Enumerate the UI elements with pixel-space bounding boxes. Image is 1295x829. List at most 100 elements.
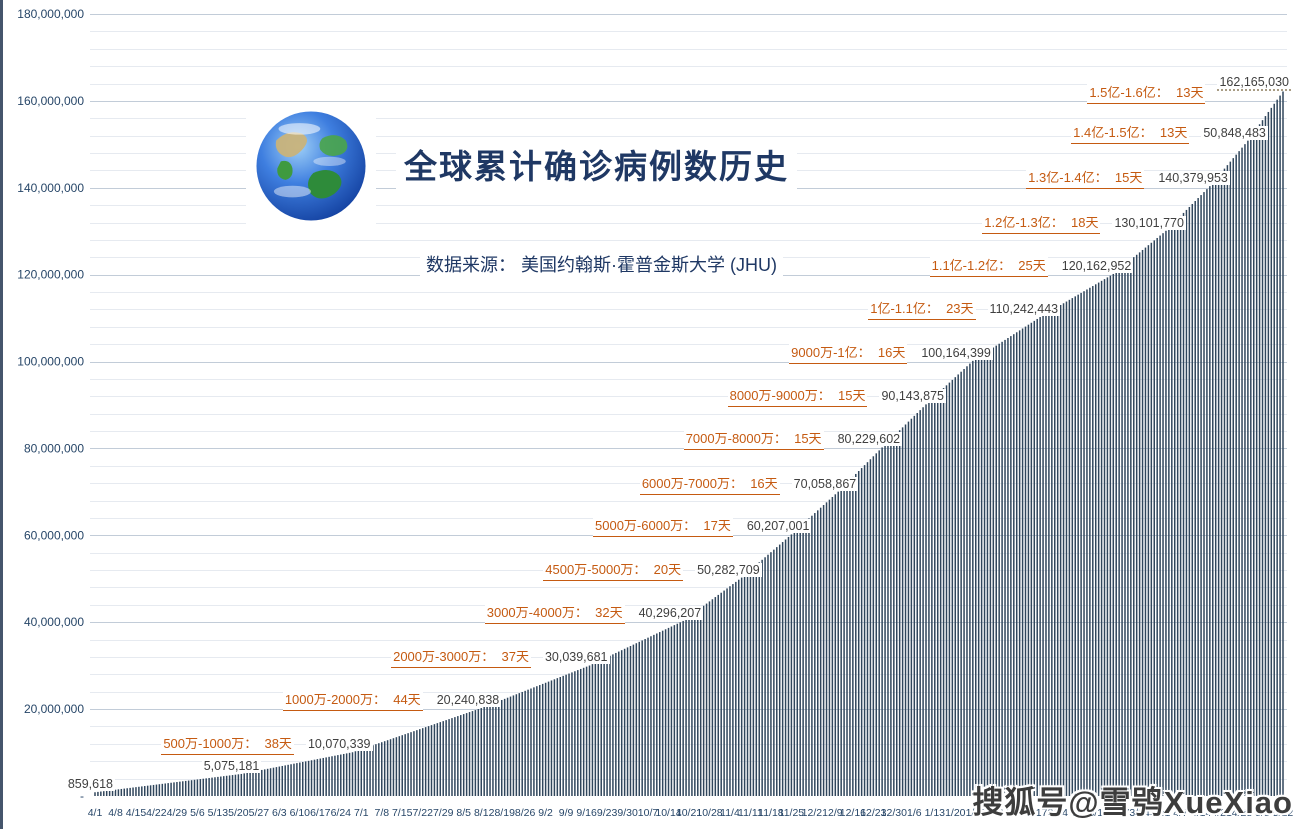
bar: [108, 790, 111, 796]
x-axis-tick-label: 5/12: [1273, 807, 1294, 819]
x-axis-tick-label: 8/5: [456, 807, 471, 819]
bar: [263, 769, 266, 796]
bar: [284, 765, 286, 796]
bar: [1223, 168, 1226, 796]
bar: [998, 343, 1000, 796]
bar: [565, 674, 567, 796]
bar: [495, 702, 497, 796]
bar: [255, 771, 257, 796]
bar: [1147, 245, 1150, 797]
bar: [609, 655, 611, 796]
bar: [103, 791, 105, 796]
bar: [688, 616, 690, 796]
bar: [366, 747, 368, 796]
x-axis-tick-label: 12/30: [881, 807, 907, 819]
bar: [577, 670, 579, 796]
bar: [105, 790, 108, 796]
bar: [732, 584, 734, 796]
bar: [141, 786, 143, 796]
y-axis-tick-label: 60,000,000: [24, 528, 84, 542]
bar: [740, 577, 743, 796]
bar: [1015, 332, 1018, 796]
x-axis-tick-label: 3/31: [1150, 807, 1171, 819]
x-axis-tick-label: 5/6: [190, 807, 205, 819]
x-axis-tick-label: 11/25: [779, 807, 805, 819]
bar: [395, 737, 398, 796]
x-axis-tick-label: 6/24: [331, 807, 352, 819]
x-axis-tick-label: 9/9: [559, 807, 574, 819]
bar: [547, 681, 550, 796]
bar: [211, 777, 213, 796]
bar: [834, 494, 837, 796]
bar: [1182, 212, 1185, 797]
bar: [1039, 317, 1041, 796]
bar: [506, 697, 509, 796]
bar: [378, 743, 380, 796]
bar: [310, 760, 313, 796]
bar: [869, 459, 872, 796]
y-axis-tick-label: 120,000,000: [17, 268, 84, 282]
bar: [1197, 198, 1199, 796]
bar: [1089, 287, 1091, 796]
bar: [114, 789, 117, 796]
bar: [1036, 318, 1038, 796]
bar: [989, 349, 992, 796]
bar: [231, 775, 234, 796]
bar: [299, 762, 301, 796]
bar: [442, 721, 444, 796]
bar: [536, 686, 538, 796]
bar: [1103, 279, 1106, 796]
x-axis-tick-label: 4/14: [1191, 807, 1212, 819]
bar: [881, 447, 883, 796]
bar: [363, 748, 365, 796]
bar: [1176, 218, 1179, 796]
bar: [588, 665, 591, 796]
bar: [123, 788, 126, 796]
bar: [925, 404, 927, 796]
bar: [398, 736, 401, 796]
bar: [401, 735, 403, 796]
bar: [720, 592, 722, 796]
bar: [1150, 242, 1153, 796]
bar: [477, 709, 480, 796]
bar: [1179, 215, 1182, 796]
y-axis-tick-label: 20,000,000: [24, 702, 84, 716]
bar: [562, 675, 564, 796]
y-axis-tick-label: 180,000,000: [17, 7, 84, 21]
bar: [635, 643, 638, 796]
bar: [629, 646, 632, 796]
bar: [822, 505, 825, 796]
bar: [697, 610, 699, 796]
bar: [474, 710, 477, 796]
bar: [261, 769, 263, 796]
bar: [1054, 308, 1056, 796]
bar: [1059, 304, 1062, 796]
bar: [1214, 179, 1217, 796]
bar: [184, 780, 187, 796]
bar: [673, 625, 676, 796]
bar: [843, 485, 845, 796]
bar: [682, 620, 684, 796]
bar: [1244, 144, 1246, 796]
y-axis-tick-label: 80,000,000: [24, 441, 84, 455]
bar: [448, 719, 450, 796]
bar: [296, 763, 298, 796]
bar: [749, 569, 752, 796]
x-axis-tick-label: 3/24: [1129, 807, 1150, 819]
bar: [664, 629, 667, 796]
bar: [916, 412, 918, 796]
bar: [383, 741, 386, 796]
x-axis-tick-label: 7/1: [354, 807, 369, 819]
bar: [817, 510, 819, 796]
bar: [182, 781, 184, 796]
bar: [518, 693, 521, 796]
bar: [831, 496, 834, 796]
bar: [304, 761, 307, 796]
bar: [1133, 257, 1135, 796]
x-axis-tick-label: 4/15: [126, 807, 147, 819]
bar: [559, 677, 561, 796]
bar: [632, 644, 635, 796]
bar: [413, 731, 415, 796]
bar: [340, 754, 342, 796]
bar: [770, 552, 772, 796]
